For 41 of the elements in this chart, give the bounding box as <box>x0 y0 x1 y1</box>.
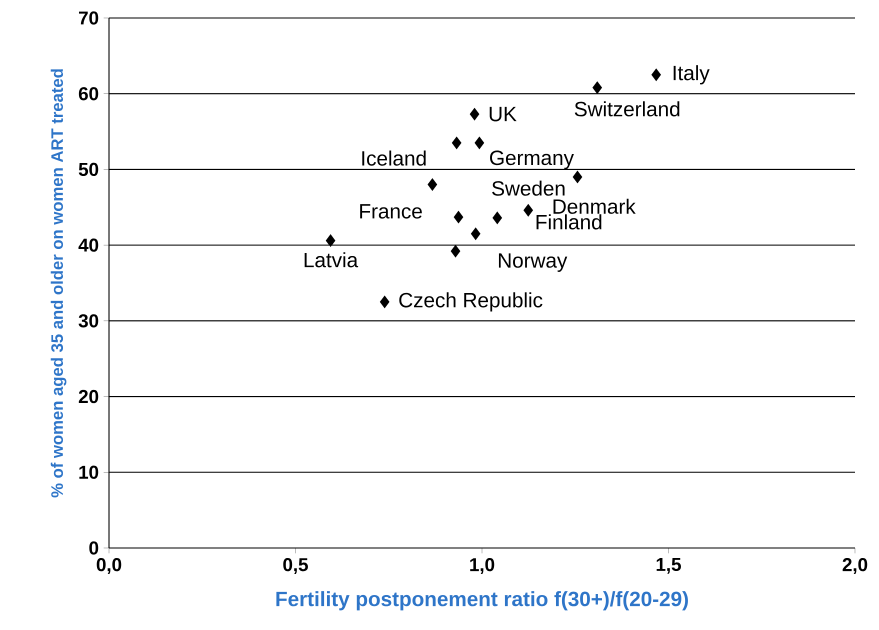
annotation: Sweden <box>492 180 565 196</box>
y-tick-label: 0 <box>89 541 98 555</box>
annotation: Germany <box>490 150 574 170</box>
x-tick-label: 1,0 <box>470 558 494 574</box>
point <box>651 68 661 82</box>
y-tick-label: 50 <box>78 162 98 176</box>
x-tick-label: 1,5 <box>656 558 681 574</box>
x-tick-label: 0,5 <box>283 558 308 574</box>
x-tick-label: 2,0 <box>842 558 868 574</box>
y-tick-label: 60 <box>78 87 98 100</box>
point <box>470 108 480 120</box>
annotation: Czech Republic <box>399 292 542 312</box>
annotation: France <box>360 204 422 219</box>
point <box>450 244 460 258</box>
point <box>572 170 582 184</box>
point <box>326 234 336 247</box>
point <box>380 296 390 308</box>
annotation: Latvia <box>304 252 358 268</box>
point <box>454 210 464 224</box>
y-tick-label: 20 <box>78 390 98 404</box>
annotation: Denmark <box>554 198 636 214</box>
y-tick-label: 10 <box>79 466 98 479</box>
y-tick-label: 30 <box>78 314 98 328</box>
point <box>492 212 502 224</box>
point <box>474 136 484 150</box>
y-tick-label: 40 <box>78 238 98 252</box>
annotation: Italy <box>674 65 710 84</box>
annotation: UK <box>490 106 517 122</box>
x-axis-title: Fertility postponement ratio f(30+)/f(20-29) <box>276 591 688 610</box>
y-axis-title: % of women aged 35 and older on women ART treated <box>50 69 66 498</box>
annotation: Norway <box>498 253 568 272</box>
point <box>470 228 480 240</box>
annotation: Iceland <box>362 150 426 166</box>
x-tick-label: 0,0 <box>96 558 122 574</box>
annotation: Finland <box>536 214 602 230</box>
annotation: Switzerland <box>574 101 680 116</box>
point <box>428 178 438 191</box>
point <box>592 81 602 94</box>
point <box>523 204 534 217</box>
y-tick-label: 70 <box>78 11 98 25</box>
point <box>452 136 462 150</box>
